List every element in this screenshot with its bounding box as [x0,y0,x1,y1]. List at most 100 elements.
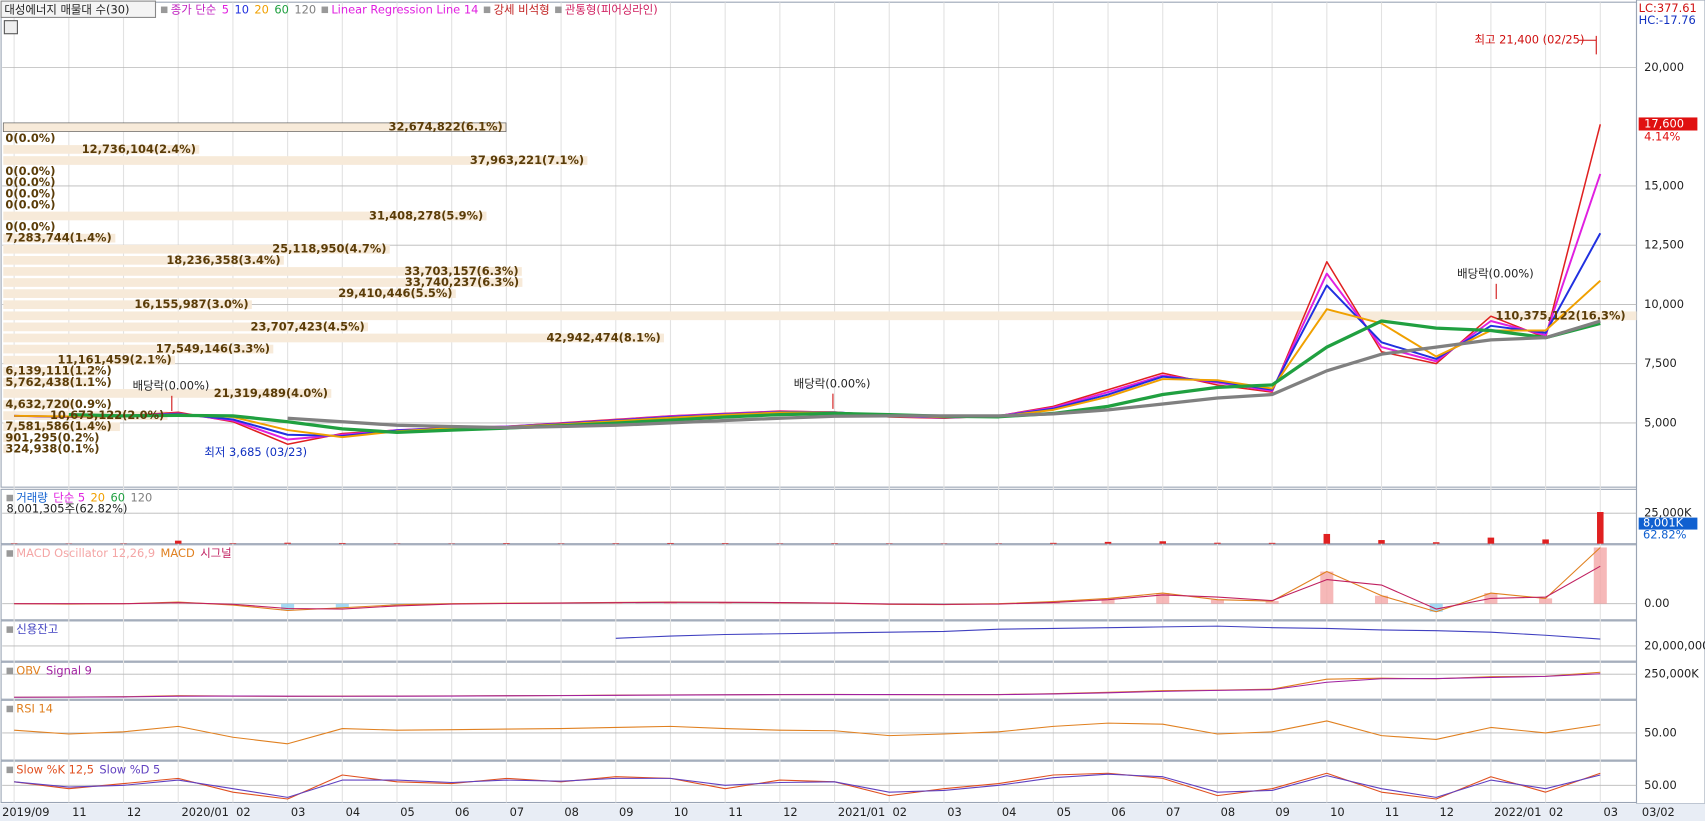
volume-profile-label: 7,283,744(1.4%) [5,231,111,245]
volume-profile-label: 11,161,459(2.1%) [58,353,172,367]
x-tick-label: 08 [1221,805,1236,819]
legend-item: 관통형(피어싱라인) [565,2,658,16]
series-line [14,773,1601,798]
volume-profile-bar [2,122,507,132]
oscillator-bar [1539,598,1553,604]
ex-dividend-label: 배당락(0.00%) [794,376,871,390]
volume-profile-bar [3,267,522,276]
volume-profile-bar [3,278,523,287]
y-tick-label: 20,000 [1644,60,1684,74]
legend-item: OBV [16,663,40,677]
volume-profile-bar [3,333,664,343]
volume-profile-bar [3,300,252,310]
oscillator-bar [1156,593,1170,604]
x-tick-label: 03 [291,805,306,819]
volume-profile-label: 0(0.0%) [5,164,55,178]
oscillator-bar [281,603,295,611]
volume-profile-label: 6,139,111(1.2%) [5,364,111,378]
volume-profile-label: 25,118,950(4.7%) [272,242,386,256]
oscillator-bar [1374,595,1389,604]
x-tick-label: 02 [236,805,251,819]
legend-marker [6,494,14,502]
legend-item: 시그널 [200,546,231,560]
volume-profile-bar [3,389,332,398]
right-axis [1635,0,1705,805]
volume-bar [339,542,346,544]
hc-label: HC:-17.76 [1639,13,1696,27]
volume-bar [1050,542,1057,544]
legend-item: 10 [234,2,249,16]
x-tick-label: 11 [1385,805,1400,819]
x-tick-label: 03 [947,805,962,819]
legend-marker [6,667,14,675]
y-tick-label: 12,500 [1644,238,1684,252]
legend-title-box[interactable] [0,0,157,18]
volume-profile-label: 7,581,586(1.4%) [5,419,111,433]
oscillator-bar [335,603,349,608]
x-tick-label: 09 [1275,805,1290,819]
table-icon[interactable] [3,20,18,35]
legend-title[interactable]: 대성에너지 매물대 수(30) [4,2,129,16]
volume-ratio: 62.82% [1643,528,1687,542]
legend-marker [321,6,329,14]
legend-marker [6,550,14,557]
y-tick-label: 7,500 [1644,356,1677,370]
volume-last-box [1638,517,1698,530]
volume-info: 8,001,305주(62.82%) [7,501,128,515]
volume-bar [284,542,291,544]
volume-bar [503,543,510,544]
volume-profile-bar [3,444,9,454]
volume-profile-label: 0(0.0%) [5,175,55,189]
volume-bar [1378,540,1385,544]
series-line [14,565,1601,610]
volume-bar [1323,533,1331,544]
legend-marker [483,6,491,14]
volume-bar [174,540,182,544]
legend-item: Slow %D 5 [99,762,160,776]
last-price-box [1638,117,1698,131]
volume-profile-label: 5,762,438(1.1%) [5,375,111,389]
legend-item: Signal 9 [46,663,92,677]
x-tick-label: 2020/01 [181,805,228,819]
volume-bar [1432,542,1440,544]
volume-profile-label: 12,736,104(2.4%) [82,142,196,156]
volume-profile-label: 31,408,278(5.9%) [369,208,483,222]
series-line [14,720,1601,745]
x-tick-label: 04 [346,805,361,819]
oscillator-bar [1593,547,1607,604]
oscillator-bar [663,602,677,604]
volume-bar [1487,537,1495,544]
oscillator-bar [1265,601,1279,604]
x-tick-label: 06 [455,805,470,819]
ex-dividend-label: 배당락(0.00%) [1457,267,1534,281]
volume-profile-bar [3,255,284,265]
volume-profile-label: 110,375,122(16.3%) [1496,308,1626,322]
x-tick-label: 04 [1002,805,1017,819]
volume-profile-label: 10,673,122(2.0%) [50,408,164,422]
legend-item: 종가 단순 [171,2,217,16]
panel-frame [0,488,1638,545]
volume-bar [1159,541,1166,544]
volume-profile-label: 21,319,489(4.0%) [214,386,328,400]
x-tick-label: 11 [728,805,743,819]
panel-frame [0,699,1638,761]
ex-dividend-label: 배당락(0.00%) [133,379,210,393]
legend-item: 120 [130,491,152,505]
volume-profile-label: 0(0.0%) [5,131,55,145]
volume-profile-bar [3,156,588,165]
volume-bar [1214,542,1221,544]
volume-last: 8,001K [1643,516,1684,530]
panel-frame [0,544,1638,621]
x-tick-label: 2019/09 [2,805,49,819]
legend-item: MACD [161,546,195,560]
y-tick-label: 20,000,000 [1644,638,1705,652]
legend-item: 강세 비석형 [494,2,550,16]
volume-bar [1268,542,1276,544]
legend-item: Linear Regression Line 14 [331,2,478,16]
volume-bar [1104,541,1112,544]
volume-profile-label: 33,703,157(6.3%) [404,264,518,278]
x-tick-label: 02 [893,805,908,819]
